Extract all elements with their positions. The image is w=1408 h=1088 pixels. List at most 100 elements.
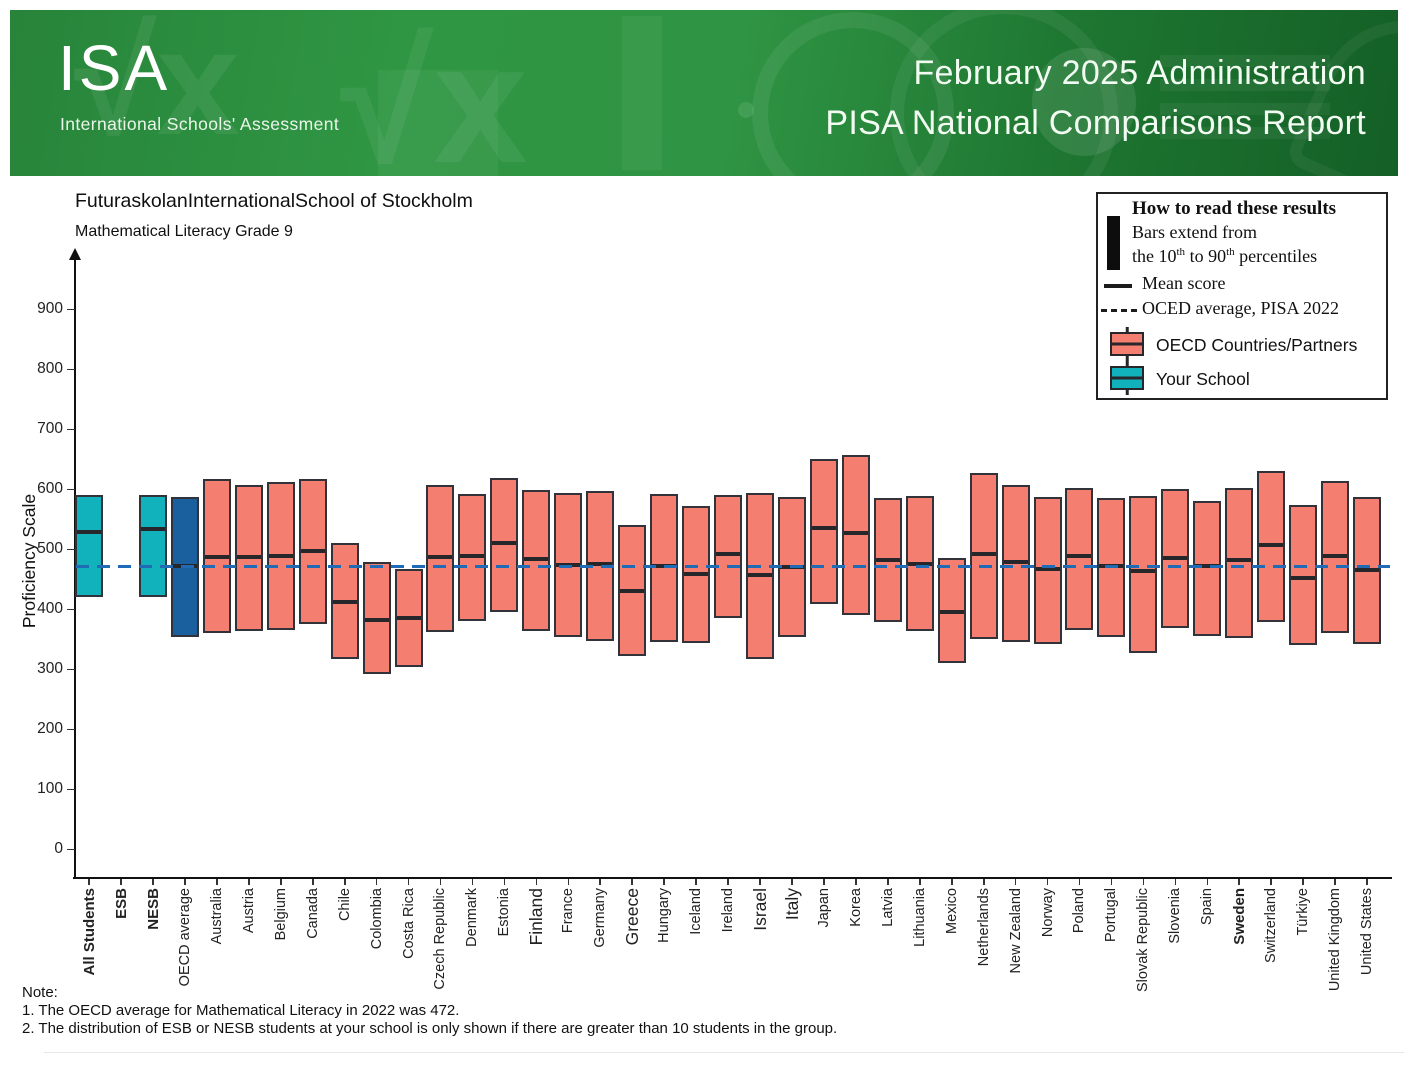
x-label-new-zealand: New Zealand [1007,888,1024,974]
chart-subtitle: Mathematical Literacy Grade 9 [75,223,293,240]
x-label-colombia: Colombia [368,888,385,950]
mean-line-netherlands [971,551,996,556]
x-label-korea: Korea [847,888,864,927]
x-tick-austria [248,879,250,885]
swatch-mean-line [1112,376,1142,380]
bar-t-rkiye [1289,504,1318,646]
x-tick-hungary [663,879,666,885]
mean-line-iceland [684,571,709,576]
x-tick-new-zealand [1014,879,1017,885]
legend-oecd-average-label: OCED average, PISA 2022 [1142,298,1339,318]
y-tick-700 [67,428,75,431]
y-tick-500 [67,548,75,551]
x-tick-lithuania [918,879,921,885]
x-label-all-students: All Students [81,888,98,976]
x-label-portugal: Portugal [1103,888,1120,943]
mean-line-ireland [716,552,740,557]
x-tick-mexico [950,879,953,885]
your-school-swatch-icon [1110,361,1144,395]
card-bottom-edge [44,1052,1404,1053]
note-line-1: 1. The OECD average for Mathematical Lit… [22,1002,460,1019]
x-tick-poland [1078,879,1081,885]
legend-countries-label: OECD Countries/Partners [1156,335,1358,355]
percentile-text: the 10 [1132,246,1177,266]
x-tick-italy [791,879,793,885]
x-label-united-kingdom: United Kingdom [1327,888,1344,992]
bar-netherlands [969,472,998,640]
legend-title: How to read these results [1132,198,1337,219]
isa-logo-subtitle: International Schools' Assessment [60,114,340,134]
y-tick-100 [67,788,75,791]
x-tick-spain [1206,879,1209,885]
x-tick-estonia [503,879,506,885]
x-label-canada: Canada [304,888,321,939]
report-title: February 2025 Administration PISA Nation… [825,48,1366,148]
mean-line-latvia [875,557,900,562]
x-label-italy: Italy [781,888,802,921]
x-tick-costa-rica [407,879,410,885]
mean-line-mexico [939,610,964,615]
mean-line-greece [620,589,645,594]
percentile-sup: th [1226,246,1235,258]
mean-line-austria [236,555,261,560]
x-tick-iceland [695,879,697,885]
mean-line-t-rkiye [1291,575,1316,580]
mean-line-new-zealand [1003,559,1028,564]
x-tick-switzerland [1270,879,1273,885]
x-tick-australia [216,879,218,885]
x-label-poland: Poland [1071,888,1088,934]
x-tick-all-students [88,879,90,885]
mean-line-denmark [460,553,485,558]
percentile-sup: th [1176,246,1186,258]
x-label-spain: Spain [1199,888,1216,926]
x-label-germany: Germany [592,888,609,948]
mean-line-switzerland [1259,542,1284,547]
mean-line-czech-republic [428,555,453,560]
x-label-latvia: Latvia [879,888,896,927]
x-label-france: France [560,888,577,934]
y-tick-label-600: 600 [37,480,63,498]
swatch-mean-line [1112,342,1142,346]
legend-bars-text-line2: the 10th to 90th percentiles [1132,246,1317,267]
x-tick-japan [823,879,825,885]
x-tick-slovak-republic [1142,879,1145,885]
y-tick-800 [67,368,75,371]
x-label-switzerland: Switzerland [1263,888,1280,963]
bar-hungary [650,494,679,642]
y-tick-0 [67,848,75,851]
x-label-japan: Japan [815,888,832,928]
x-tick-germany [599,879,602,885]
bar-nesb [138,494,167,598]
x-label-austria: Austria [240,888,257,934]
x-tick-oecd-average [184,879,186,885]
mean-line-slovak-republic [1131,568,1156,573]
mean-line-norway [1035,566,1060,571]
x-label-netherlands: Netherlands [975,888,992,967]
mean-line-belgium [268,553,293,558]
mean-line-united-kingdom [1323,553,1348,558]
bar-japan [809,459,838,605]
mean-line-colombia [364,617,389,622]
report-title-line1: February 2025 Administration [913,54,1366,92]
mean-line-lithuania [907,562,932,567]
mean-line-poland [1067,553,1092,558]
y-tick-600 [67,488,75,491]
x-tick-nesb [152,879,154,885]
mean-line-estonia [492,541,517,546]
legend-box: How to read these results Bars extend fr… [1096,192,1388,400]
x-tick-france [567,879,570,885]
y-tick-label-400: 400 [37,600,63,618]
x-label-czech-republic: Czech Republic [432,888,449,990]
x-label-israel: Israel [749,888,770,931]
x-label-mexico: Mexico [943,888,960,934]
y-axis-arrow-icon [69,248,81,260]
x-tick-t-rkiye [1302,879,1305,885]
mean-line-all-students [77,529,101,534]
y-tick-label-200: 200 [37,720,63,738]
x-label-slovak-republic: Slovak Republic [1135,888,1152,992]
mean-line-chile [332,600,357,605]
y-tick-label-0: 0 [54,840,63,858]
x-tick-portugal [1110,879,1113,885]
note-line-2: 2. The distribution of ESB or NESB stude… [22,1020,838,1037]
